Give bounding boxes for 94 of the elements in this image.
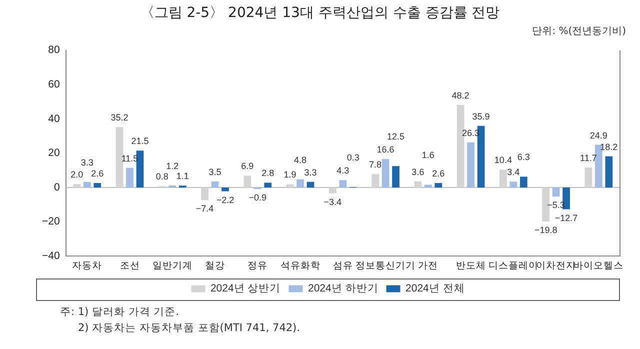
bar [520,176,528,188]
bar [552,188,560,197]
data-label: −2.2 [216,194,234,205]
data-label: 6.3 [517,152,530,162]
y-tick-label: 0 [54,181,60,194]
x-tick-label: 바이오헬스 [574,260,624,272]
y-tick-label: −40 [42,250,60,262]
data-label: 2.6 [91,168,104,179]
bar [510,182,518,188]
data-label: 11.7 [580,152,597,163]
bar [73,184,81,188]
bar [94,183,102,188]
bar [605,156,613,188]
bar [211,182,219,188]
data-label: −3.4 [324,196,342,207]
data-label: 7.8 [369,160,382,170]
bar [500,170,507,188]
bar [296,179,304,188]
data-label: 21.5 [131,136,149,146]
data-label: −19.8 [534,224,558,235]
bar [201,188,208,200]
data-label: 16.6 [376,144,394,155]
x-tick-label: 조선 [120,260,140,272]
data-label: 3.3 [304,167,317,178]
bar [434,183,442,188]
bar [372,174,379,188]
data-label: 35.9 [472,111,490,122]
data-label: −0.9 [248,192,267,203]
x-tick-label: 반도체 [456,260,486,272]
data-label: 1.9 [284,170,296,180]
bar [456,104,464,188]
bar [392,166,400,188]
data-label: 4.3 [336,166,350,176]
x-tick-label: 가전 [418,260,438,272]
x-tick-label: 철강 [205,260,226,272]
data-label: 3.5 [208,166,222,177]
bar [136,150,144,188]
data-label: 18.2 [600,142,618,152]
y-tick-label: 60 [48,78,60,90]
bar [467,142,474,188]
x-tick-label: 석유화학 [280,260,320,272]
bar [264,182,272,188]
data-label: 48.2 [452,90,470,100]
y-tick-label: −20 [42,216,60,228]
data-label: 35.2 [110,112,128,123]
data-label: 4.8 [294,154,307,165]
bar [595,144,602,188]
bar [382,159,390,188]
chart-title: 〈그림 2-5〉 2024년 13대 주력산업의 수출 증감률 전망 [139,4,501,23]
y-tick-label: 40 [48,112,60,125]
x-tick-label: 일반기계 [152,260,192,272]
bar [339,180,347,188]
data-label: 12.5 [387,132,405,142]
y-tick-label: 80 [48,44,60,56]
data-label: 3.4 [507,167,520,178]
bar [306,182,314,188]
data-label: 3.3 [80,157,94,168]
bar [414,181,422,188]
bar [328,188,336,194]
data-label: 2.8 [262,168,274,178]
legend-label: 2024년 상반기 [210,282,281,295]
bar [83,182,91,188]
text: 주: 1) 달러화 가격 기준. [60,305,180,320]
text: 2) 자동차는 자동차부품 포함(MTI 741, 742). [77,321,301,336]
x-tick-label: 정보통신기기 [356,260,416,272]
bar [424,184,432,188]
data-label: 2.0 [70,170,84,180]
bar [562,188,570,210]
data-label: 1.2 [166,160,179,171]
data-label: −7.4 [196,204,214,214]
data-label: 2.6 [432,168,445,179]
data-label: 0.3 [346,152,360,162]
bar [286,184,294,188]
x-tick-label: 디스플레이 [488,260,538,272]
bar [222,188,229,192]
bar [244,176,252,188]
x-tick-label: 자동차 [72,260,102,272]
data-label: 1.1 [176,171,189,182]
legend-label: 2024년 하반기 [308,282,378,295]
data-label: 6.9 [241,161,254,172]
legend-label: 2024년 전체 [406,282,465,295]
bar [116,127,124,188]
bar [126,168,134,188]
data-label: −12.7 [554,212,578,223]
data-label: 3.6 [412,166,424,177]
y-tick-label: 20 [48,147,60,160]
data-label: 10.4 [494,155,512,166]
text: 단위: %(전년동기비) [531,25,627,38]
x-tick-label: 섬유 [332,260,353,272]
x-tick-label: 정유 [248,260,268,272]
data-label: 24.9 [590,130,608,140]
data-label: 0.8 [156,172,168,182]
data-label: 1.6 [422,150,434,160]
bar [584,167,592,188]
